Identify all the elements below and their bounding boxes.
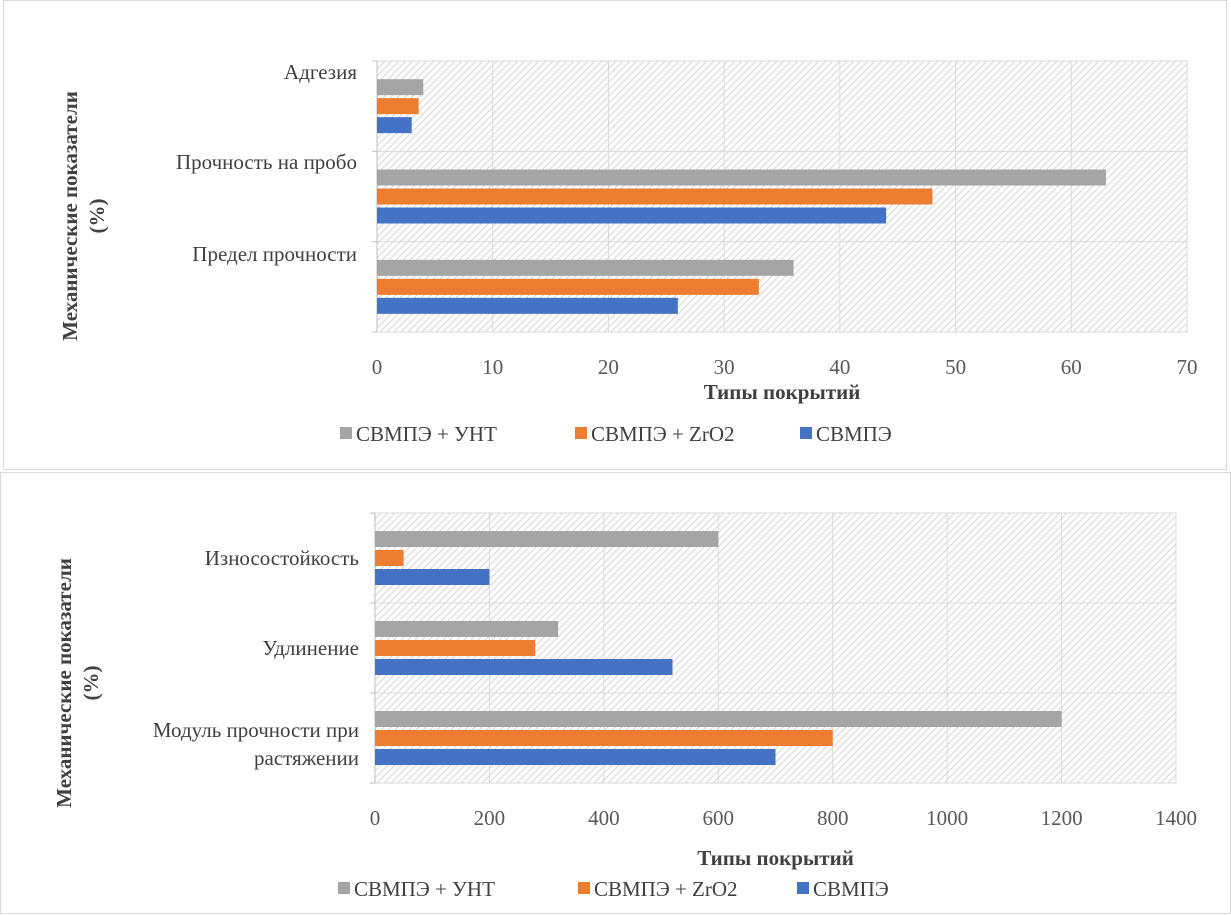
- legend-label: СВМПЭ + УНТ: [354, 877, 495, 901]
- x-tick-label: 200: [474, 806, 506, 830]
- bar-свмпэ-1: [377, 207, 887, 224]
- bar-свмпэ-+-zro2-1: [375, 640, 536, 656]
- x-tick-label: 0: [372, 355, 383, 379]
- bar-свмпэ-+-zro2-0: [375, 550, 404, 566]
- legend-label: СВМПЭ + УНТ: [356, 422, 497, 446]
- legend-swatch: [575, 427, 587, 439]
- category-label: Удлинение: [262, 636, 359, 660]
- legend-label: СВМПЭ: [813, 877, 889, 901]
- category-label: Модуль прочности при: [153, 718, 359, 742]
- x-tick-label: 600: [703, 806, 735, 830]
- bar-свмпэ-+-унт-0: [375, 531, 719, 547]
- bar-свмпэ-0: [375, 569, 490, 585]
- bar-свмпэ-+-унт-1: [375, 621, 559, 637]
- bar-свмпэ-+-унт-1: [377, 169, 1106, 186]
- chart-top: 0 10 20 30 40 50 60 70 Адгезия Прочность на пробо…: [3, 0, 1227, 470]
- x-tick-label: 0: [370, 806, 381, 830]
- y-axis-title-line1: Механические показатели: [52, 558, 76, 808]
- bar-свмпэ-0: [377, 117, 412, 134]
- category-label: Прочность на пробо: [176, 150, 357, 174]
- x-tick-label: 800: [817, 806, 849, 830]
- y-axis-title-line2: (%): [85, 199, 109, 234]
- category-label: Износостойкость: [205, 546, 359, 570]
- x-axis-title: Типы покрытий: [697, 846, 854, 870]
- legend-swatch: [338, 882, 350, 894]
- chart-bottom: 0 200 400 600 800 1000 1200 1400 Износостойкость…: [0, 472, 1231, 914]
- bar-свмпэ-+-zro2-2: [375, 730, 833, 746]
- x-tick-label: 70: [1177, 355, 1198, 379]
- x-axis-title: Типы покрытий: [704, 380, 861, 404]
- legend-label: СВМПЭ + ZrO2: [591, 422, 735, 446]
- bar-свмпэ-+-zro2-0: [377, 98, 419, 115]
- legend-swatch: [797, 882, 809, 894]
- y-axis-title-line1: Механические показатели: [58, 91, 82, 341]
- bar-свмпэ-+-zro2-1: [377, 188, 933, 205]
- category-label: растяжении: [254, 746, 359, 770]
- bar-свмпэ-+-унт-0: [377, 79, 424, 96]
- y-axis-title: Механические показатели (%): [58, 91, 109, 341]
- legend-swatch: [340, 427, 352, 439]
- chart-top-svg: 0 10 20 30 40 50 60 70 Адгезия Прочность на пробо…: [58, 60, 1198, 446]
- x-tick-label: 10: [482, 355, 503, 379]
- x-tick-label: 20: [598, 355, 619, 379]
- x-tick-label: 1000: [926, 806, 968, 830]
- bar-свмпэ-1: [375, 659, 673, 675]
- bar-свмпэ-2: [377, 297, 678, 314]
- bar-свмпэ-+-zro2-2: [377, 278, 759, 295]
- x-tick-label: 60: [1061, 355, 1082, 379]
- x-tick-label: 400: [588, 806, 620, 830]
- bar-свмпэ-+-унт-2: [377, 259, 794, 276]
- bar-свмпэ-2: [375, 749, 776, 765]
- x-tick-label: 50: [945, 355, 966, 379]
- x-tick-label: 40: [829, 355, 850, 379]
- legend-swatch: [578, 882, 590, 894]
- y-axis-title: Механические показатели (%): [52, 558, 103, 808]
- bar-свмпэ-+-унт-2: [375, 711, 1062, 727]
- y-axis-title-line2: (%): [79, 666, 103, 701]
- x-tick-label: 30: [714, 355, 735, 379]
- category-label: Предел прочности: [192, 242, 357, 266]
- legend-swatch: [800, 427, 812, 439]
- x-tick-label: 1400: [1155, 806, 1197, 830]
- chart-bottom-svg: 0 200 400 600 800 1000 1200 1400 Износостойкость…: [52, 512, 1197, 901]
- legend-label: СВМПЭ + ZrO2: [594, 877, 738, 901]
- legend-label: СВМПЭ: [816, 422, 892, 446]
- x-tick-label: 1200: [1041, 806, 1083, 830]
- category-label: Адгезия: [284, 60, 357, 84]
